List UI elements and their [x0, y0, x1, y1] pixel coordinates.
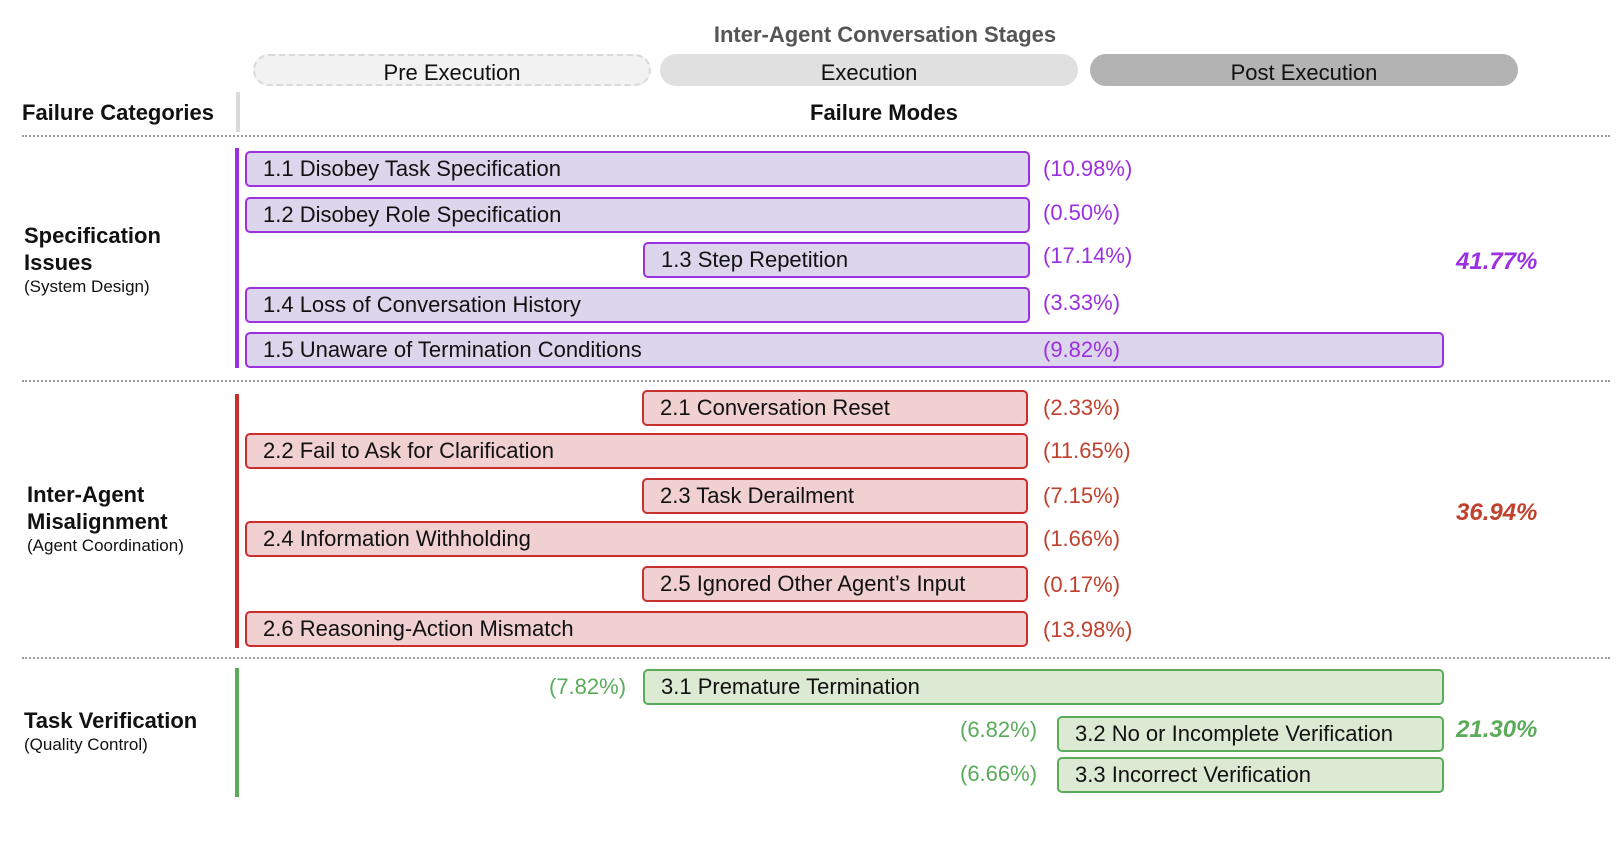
header-separator: [236, 92, 240, 132]
failure-mode-1-1: 1.1 Disobey Task Specification: [245, 151, 1030, 187]
failure-mode-2-4: 2.4 Information Withholding: [245, 521, 1028, 557]
category-bar-misalignment: [235, 394, 239, 648]
failure-mode-3-1: 3.1 Premature Termination: [643, 669, 1444, 705]
category-total-verification: 21.30%: [1456, 716, 1538, 743]
failure-mode-percentage: (0.17%): [1043, 572, 1121, 597]
failure-mode-3-3: 3.3 Incorrect Verification: [1057, 757, 1444, 793]
failure-mode-percentage: (1.66%): [1043, 526, 1121, 551]
failure-mode-percentage: (6.82%): [960, 717, 1038, 742]
category-total-specification: 41.77%: [1456, 248, 1538, 275]
category-subtitle: (Quality Control): [24, 735, 148, 754]
failure-mode-percentage: (13.98%): [1043, 617, 1133, 642]
category-total-misalignment: 36.94%: [1456, 499, 1538, 526]
failure-mode-2-3: 2.3 Task Derailment: [642, 478, 1028, 514]
failure-mode-percentage: (6.66%): [960, 761, 1038, 786]
category-name: Task Verification: [24, 708, 198, 733]
failure-mode-percentage: (9.82%): [1043, 337, 1121, 362]
category-bar-verification: [235, 668, 239, 797]
section-divider: [22, 380, 1610, 382]
failure-mode-percentage: (0.50%): [1043, 200, 1121, 225]
failure-mode-percentage: (2.33%): [1043, 395, 1121, 420]
failure-mode-2-1: 2.1 Conversation Reset: [642, 390, 1028, 426]
failure-mode-1-4: 1.4 Loss of Conversation History: [245, 287, 1030, 323]
stage-execution: Execution: [660, 54, 1078, 86]
failure-mode-2-6: 2.6 Reasoning-Action Mismatch: [245, 611, 1028, 647]
failure-mode-2-5: 2.5 Ignored Other Agent’s Input: [642, 566, 1028, 602]
failure-mode-2-2: 2.2 Fail to Ask for Clarification: [245, 433, 1028, 469]
failure-mode-1-5: 1.5 Unaware of Termination Conditions: [245, 332, 1444, 368]
failure-mode-percentage: (11.65%): [1043, 438, 1131, 463]
failure-mode-1-3: 1.3 Step Repetition: [643, 242, 1030, 278]
category-name: Specification Issues: [24, 223, 161, 275]
failure-mode-percentage: (7.82%): [549, 674, 627, 699]
category-verification: Task Verification (Quality Control): [24, 707, 197, 756]
stage-pre-execution: Pre Execution: [253, 54, 651, 86]
category-bar-specification: [235, 148, 239, 368]
section-divider: [22, 135, 1610, 137]
failure-categories-header: Failure Categories: [22, 100, 214, 125]
failure-mode-percentage: (17.14%): [1043, 243, 1133, 268]
failure-mode-percentage: (3.33%): [1043, 290, 1121, 315]
stage-post-execution: Post Execution: [1090, 54, 1518, 86]
category-misalignment: Inter-Agent Misalignment (Agent Coordina…: [27, 481, 197, 557]
section-divider: [22, 657, 1610, 659]
category-specification: Specification Issues (System Design): [24, 222, 194, 298]
category-subtitle: (Agent Coordination): [27, 536, 184, 555]
diagram-title: Inter-Agent Conversation Stages: [713, 22, 1057, 47]
failure-mode-3-2: 3.2 No or Incomplete Verification: [1057, 716, 1444, 752]
failure-mode-percentage: (7.15%): [1043, 483, 1121, 508]
failure-modes-header: Failure Modes: [810, 100, 958, 125]
failure-mode-percentage: (10.98%): [1043, 156, 1133, 181]
category-subtitle: (System Design): [24, 277, 150, 296]
failure-mode-1-2: 1.2 Disobey Role Specification: [245, 197, 1030, 233]
category-name: Inter-Agent Misalignment: [27, 482, 168, 534]
